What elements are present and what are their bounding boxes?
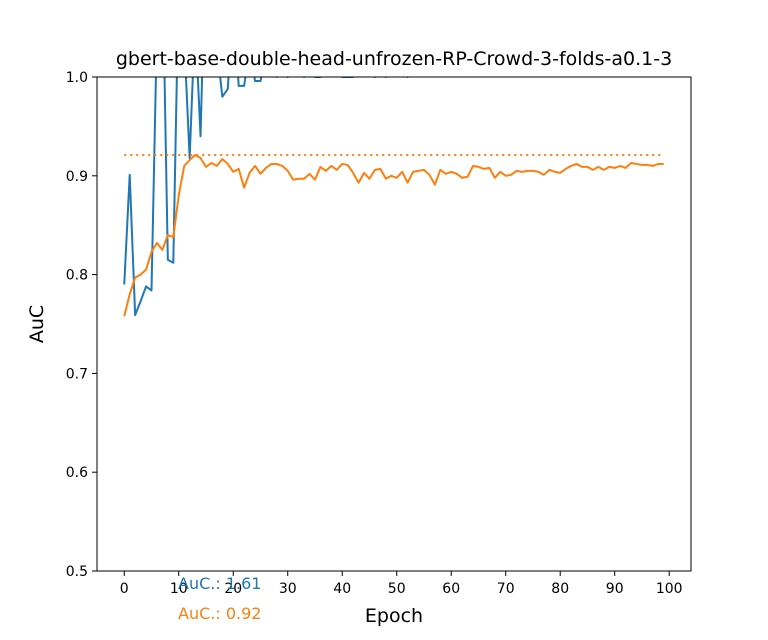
x-tick-label: 10 — [170, 581, 188, 597]
y-tick-label: 0.8 — [66, 268, 88, 284]
series-layer — [123, 77, 664, 317]
x-tick-label: 30 — [279, 581, 297, 597]
y-tick-label: 0.6 — [66, 465, 88, 481]
y-axis-ticks: 0.5 0.6 0.7 0.8 0.9 1.0 — [66, 70, 97, 580]
series-line-1 — [123, 154, 664, 317]
annotation-auc-blue: AuC.: 1.61 — [178, 574, 261, 593]
x-tick-label: 50 — [388, 581, 406, 597]
x-tick-label: 100 — [656, 581, 683, 597]
x-tick-label: 70 — [497, 581, 515, 597]
plot-frame — [96, 76, 692, 572]
chart-title: gbert-base-double-head-unfrozen-RP-Crowd… — [116, 48, 672, 70]
x-tick-label: 80 — [551, 581, 569, 597]
x-axis-label: Epoch — [365, 605, 423, 627]
y-tick-label: 0.7 — [66, 366, 88, 382]
x-axis-ticks: 0 10 20 30 40 50 60 70 80 90 100 — [120, 571, 683, 597]
x-tick-label: 40 — [333, 581, 351, 597]
y-axis-label: AuC — [26, 305, 48, 343]
x-tick-label: 0 — [120, 581, 129, 597]
x-tick-label: 60 — [442, 581, 460, 597]
x-tick-label: 20 — [224, 581, 242, 597]
annotation-auc-orange: AuC.: 0.92 — [178, 604, 261, 623]
x-tick-label: 90 — [606, 581, 624, 597]
y-tick-label: 0.9 — [66, 169, 88, 185]
y-tick-label: 1.0 — [66, 70, 88, 86]
y-tick-label: 0.5 — [66, 564, 88, 580]
